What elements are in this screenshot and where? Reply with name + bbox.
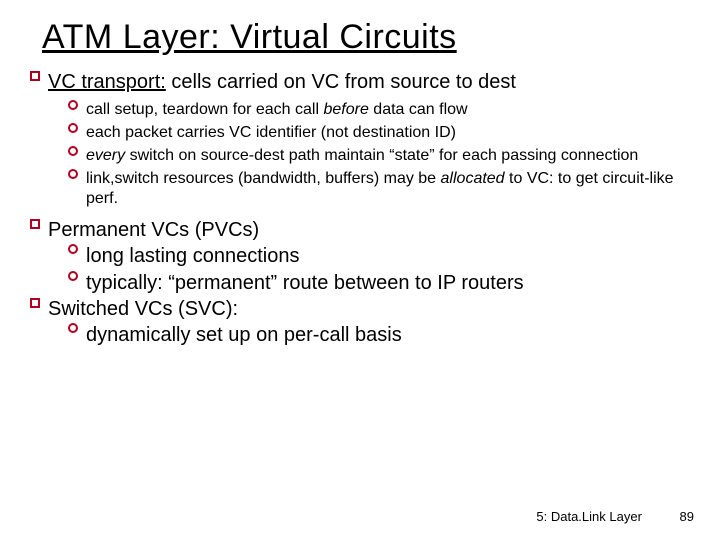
italic-text: before — [323, 101, 368, 118]
list-item: long lasting connections — [68, 244, 690, 269]
bottom-list: Permanent VCs (PVCs) long lasting connec… — [30, 219, 690, 348]
list-item-text: VC transport: cells carried on VC from s… — [48, 71, 690, 94]
circle-bullet-icon — [68, 100, 78, 110]
text: data can flow — [369, 101, 468, 118]
circle-bullet-icon — [68, 169, 78, 179]
sub-list: long lasting connections typically: “per… — [68, 244, 690, 296]
circle-bullet-icon — [68, 271, 78, 281]
list-item: each packet carries VC identifier (not d… — [68, 123, 690, 143]
list-item: every switch on source-dest path maintai… — [68, 146, 690, 166]
sub-list: call setup, teardown for each call befor… — [68, 100, 690, 209]
circle-bullet-icon — [68, 146, 78, 156]
text: link,switch resources (bandwidth, buffer… — [86, 170, 441, 187]
underline-text: VC transport: — [48, 71, 166, 93]
square-bullet-icon — [30, 219, 40, 229]
top-list: VC transport: cells carried on VC from s… — [30, 71, 690, 209]
text: cells carried on VC from source to dest — [166, 71, 516, 93]
list-item: Switched VCs (SVC): — [30, 298, 690, 321]
circle-bullet-icon — [68, 123, 78, 133]
list-item: VC transport: cells carried on VC from s… — [30, 71, 690, 94]
square-bullet-icon — [30, 298, 40, 308]
list-item-text: typically: “permanent” route between to … — [86, 271, 690, 296]
circle-bullet-icon — [68, 323, 78, 333]
list-item: dynamically set up on per-call basis — [68, 323, 690, 348]
list-item-text: every switch on source-dest path maintai… — [86, 146, 690, 166]
list-item-text: long lasting connections — [86, 244, 690, 269]
list-item: call setup, teardown for each call befor… — [68, 100, 690, 120]
list-item-text: Switched VCs (SVC): — [48, 298, 690, 321]
list-item: Permanent VCs (PVCs) — [30, 219, 690, 242]
slide-title: ATM Layer: Virtual Circuits — [42, 18, 690, 57]
list-item-text: dynamically set up on per-call basis — [86, 323, 690, 348]
italic-text: allocated — [441, 170, 505, 187]
list-item-text: Permanent VCs (PVCs) — [48, 219, 690, 242]
list-item-text: link,switch resources (bandwidth, buffer… — [86, 169, 690, 209]
slide: ATM Layer: Virtual Circuits VC transport… — [0, 0, 720, 540]
footer: 5: Data.Link Layer 89 — [536, 509, 694, 524]
list-item-text: call setup, teardown for each call befor… — [86, 100, 690, 120]
text: call setup, teardown for each call — [86, 101, 323, 118]
square-bullet-icon — [30, 71, 40, 81]
sub-list: dynamically set up on per-call basis — [68, 323, 690, 348]
footer-label: 5: Data.Link Layer — [536, 509, 642, 524]
list-item: typically: “permanent” route between to … — [68, 271, 690, 296]
italic-text: every — [86, 147, 125, 164]
list-item-text: each packet carries VC identifier (not d… — [86, 123, 690, 143]
text: switch on source-dest path maintain “sta… — [125, 147, 638, 164]
list-item: link,switch resources (bandwidth, buffer… — [68, 169, 690, 209]
circle-bullet-icon — [68, 244, 78, 254]
page-number: 89 — [680, 509, 694, 524]
